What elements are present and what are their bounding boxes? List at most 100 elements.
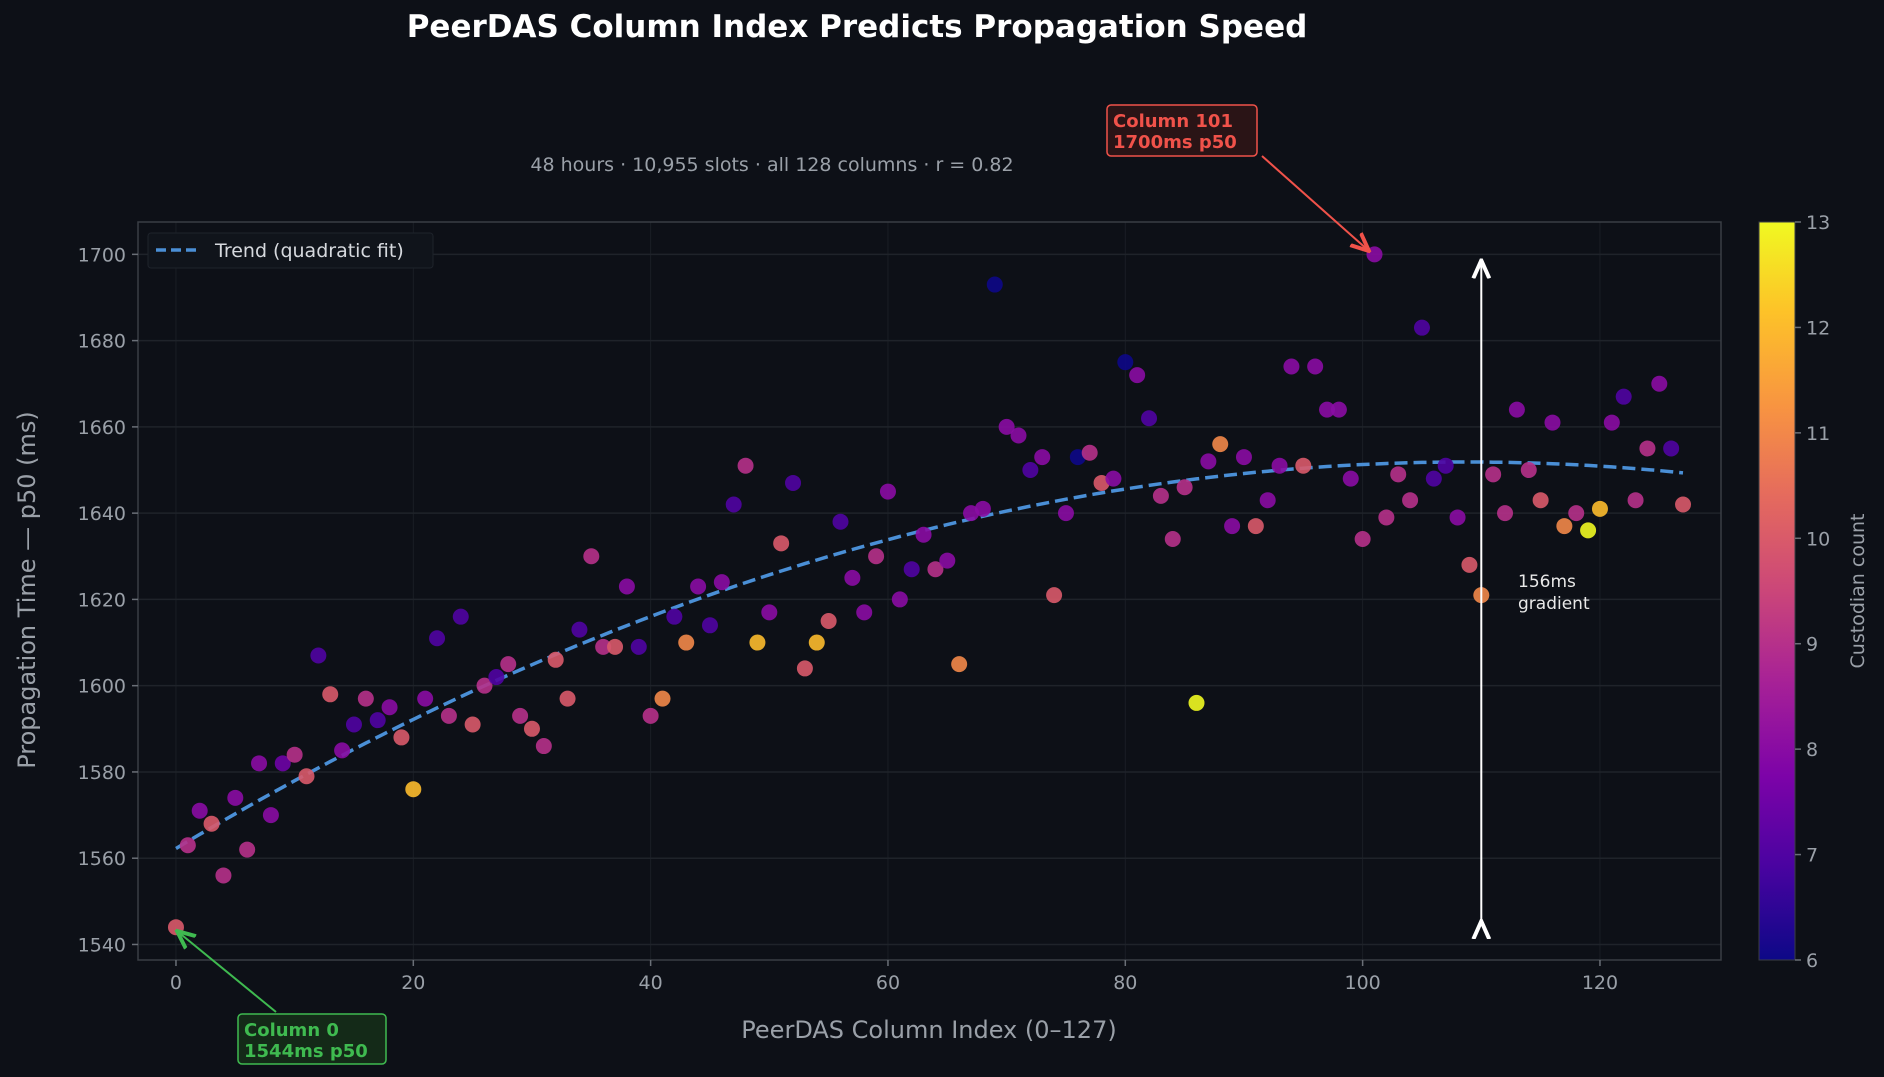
data-point (1520, 462, 1537, 479)
data-point (1152, 487, 1169, 504)
data-point (322, 686, 339, 703)
data-point (559, 690, 576, 707)
data-point (891, 591, 908, 608)
data-point (1449, 509, 1466, 526)
data-point (215, 867, 232, 884)
data-point (167, 919, 184, 936)
data-point (1295, 457, 1312, 474)
colorbar-tick-label: 6 (1806, 950, 1818, 972)
chart-title: PeerDAS Column Index Predicts Propagatio… (407, 9, 1308, 45)
data-point (1603, 414, 1620, 431)
y-tick-label: 1620 (78, 589, 126, 611)
data-point (369, 712, 386, 729)
data-point (535, 738, 552, 755)
x-tick-label: 80 (1113, 972, 1137, 994)
data-point (642, 707, 659, 724)
data-point (1639, 440, 1656, 457)
annotation-101-line1: Column 101 (1113, 111, 1233, 132)
data-point (298, 768, 315, 785)
data-point (1200, 453, 1217, 470)
y-axis-label: Propagation Time — p50 (ms) (13, 411, 41, 769)
data-point (701, 617, 718, 634)
y-tick-label: 1640 (78, 503, 126, 525)
data-point (725, 496, 742, 513)
colorbar-ticks: 6 7 8 9 10 11 12 13 (1795, 212, 1830, 972)
colorbar-tick-label: 12 (1806, 317, 1830, 339)
data-point (405, 781, 422, 798)
data-point (678, 634, 695, 651)
data-point (1247, 518, 1264, 535)
data-point (879, 483, 896, 500)
data-point (1366, 246, 1383, 263)
data-point (820, 612, 837, 629)
x-tick-label: 20 (401, 972, 425, 994)
x-tick-label: 0 (170, 972, 182, 994)
data-point (1378, 509, 1395, 526)
annotation-column-101: Column 101 1700ms p50 (1106, 104, 1369, 251)
data-point (1057, 505, 1074, 522)
data-point (345, 716, 362, 733)
data-point (523, 720, 540, 737)
data-point (654, 690, 671, 707)
data-point (844, 569, 861, 586)
legend: Trend (quadratic fit) (147, 232, 434, 269)
colorbar-tick-label: 7 (1806, 845, 1818, 867)
data-point (785, 474, 802, 491)
data-point (191, 802, 208, 819)
data-point (903, 561, 920, 578)
colorbar: 6 7 8 9 10 11 12 13 Custodian count (1758, 212, 1869, 972)
data-point (1544, 414, 1561, 431)
data-point (1651, 375, 1668, 392)
gradient-line1: 156ms (1518, 572, 1576, 592)
data-point (571, 621, 588, 638)
data-point (429, 630, 446, 647)
data-point (1591, 500, 1608, 517)
data-point (1212, 436, 1229, 453)
data-point (927, 561, 944, 578)
data-point (1627, 492, 1644, 509)
data-point (179, 837, 196, 854)
data-point (1568, 505, 1585, 522)
y-tick-label: 1580 (78, 762, 126, 784)
y-tick-label: 1680 (78, 331, 126, 353)
legend-box (147, 232, 434, 269)
data-point (1046, 587, 1063, 604)
data-point (773, 535, 790, 552)
colorbar-tick-label: 9 (1806, 634, 1818, 656)
data-point (868, 548, 885, 565)
data-point (476, 677, 493, 694)
legend-trend-label: Trend (quadratic fit) (214, 240, 404, 262)
data-point (1497, 505, 1514, 522)
colorbar-tick-label: 10 (1806, 528, 1830, 550)
data-point (274, 755, 291, 772)
data-point (618, 578, 635, 595)
data-point (381, 699, 398, 716)
data-point (286, 746, 303, 763)
data-point (1188, 694, 1205, 711)
colorbar-tick-label: 13 (1806, 212, 1830, 234)
data-point (1105, 470, 1122, 487)
data-point (1413, 319, 1430, 336)
data-point (1675, 496, 1692, 513)
data-point (1508, 401, 1525, 418)
data-point (737, 457, 754, 474)
data-point (607, 638, 624, 655)
y-tick-label: 1540 (78, 934, 126, 956)
data-point (749, 634, 766, 651)
colorbar-gradient (1758, 221, 1796, 961)
data-point (986, 276, 1003, 293)
x-tick-label: 40 (639, 972, 663, 994)
x-ticks: 0 20 40 60 80 100 120 (170, 960, 1618, 994)
data-point (1437, 457, 1454, 474)
x-tick-label: 60 (876, 972, 900, 994)
data-point (630, 638, 647, 655)
data-point (440, 707, 457, 724)
data-point (1354, 531, 1371, 548)
data-point (452, 608, 469, 625)
data-point (1485, 466, 1502, 483)
data-point (203, 815, 220, 832)
data-point (1010, 427, 1027, 444)
data-point (1330, 401, 1347, 418)
data-point (1425, 470, 1442, 487)
